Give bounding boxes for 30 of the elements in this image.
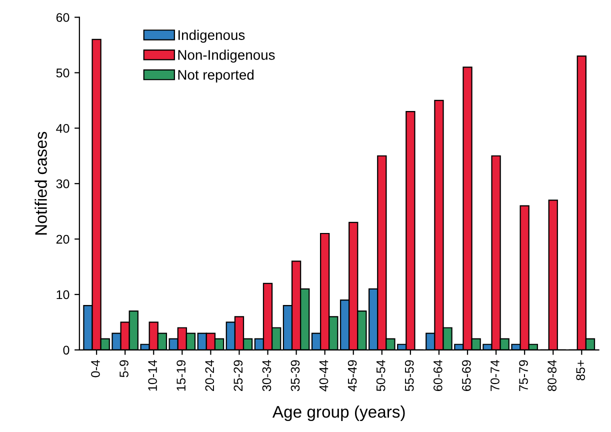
- x-tick-label: 20-24: [205, 360, 214, 391]
- x-tick-label: 40-44: [319, 360, 328, 392]
- legend-label: Non-Indigenous: [178, 50, 275, 63]
- x-tick-label: 45-49: [348, 360, 357, 392]
- y-tick-label: 60: [56, 13, 70, 22]
- y-tick-label: 0: [63, 346, 70, 355]
- y-tick-label: 50: [56, 68, 70, 78]
- x-tick-label: 25-29: [234, 360, 243, 391]
- x-tick-label: 10-14: [148, 360, 157, 391]
- y-tick-label: 30: [56, 179, 70, 188]
- x-tick-label: 50-54: [376, 360, 386, 392]
- x-tick-label: 85+: [576, 360, 586, 380]
- y-axis-title: Notified cases: [34, 132, 47, 235]
- x-tick-label: 60-64: [433, 360, 442, 391]
- x-tick-label: 75-79: [519, 360, 528, 391]
- legend-label: Not reported: [178, 70, 254, 83]
- y-tick-label: 40: [56, 124, 70, 133]
- y-tick-label: 10: [56, 290, 70, 300]
- x-tick-label: 70-74: [490, 360, 500, 391]
- x-tick-label: 15-19: [176, 360, 186, 391]
- x-tick-label: 65-69: [462, 360, 471, 391]
- y-tick-label: 20: [56, 234, 70, 244]
- x-tick-label: 5-9: [120, 360, 128, 378]
- x-tick-label: 35-39: [290, 360, 300, 392]
- x-tick-label: 80-84: [548, 360, 556, 392]
- x-axis-title: Age group (years): [272, 406, 405, 422]
- x-tick-label: 0-4: [91, 360, 100, 378]
- legend-label: Indigenous: [178, 30, 245, 43]
- x-tick-label: 55-59: [404, 360, 414, 392]
- x-tick-label: 30-34: [262, 360, 272, 392]
